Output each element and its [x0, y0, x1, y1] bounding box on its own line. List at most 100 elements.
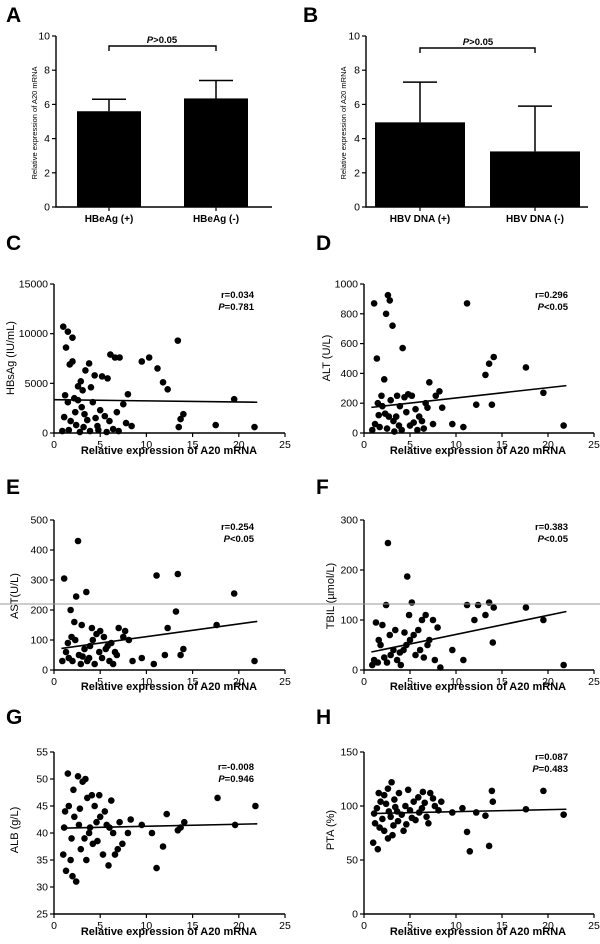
panel-f-ytick-label-0: 0 [352, 665, 358, 677]
panel-e-point-28 [91, 661, 98, 668]
panel-h-ytick-label-0: 0 [352, 909, 358, 921]
panel-f-point-21 [422, 612, 429, 619]
panel-c-ytick-label-1: 5000 [25, 378, 49, 390]
panel-d-point-46 [449, 421, 456, 428]
panel-g-point-43 [232, 822, 239, 829]
panel-d-point-0 [371, 300, 378, 307]
panel-e-point-3 [83, 589, 90, 596]
panel-d-point-34 [387, 397, 394, 404]
panel-d-point-7 [399, 345, 406, 352]
panel-h-point-24 [370, 839, 377, 846]
panel-h-xtick-label-1: 5 [407, 920, 413, 932]
panel-f-point-10 [369, 662, 376, 669]
panel-h-point-45 [560, 811, 567, 818]
panel-f-xtick-label-2: 10 [450, 676, 462, 688]
panel-d-point-41 [489, 401, 496, 408]
panel-e-point-9 [59, 658, 66, 665]
panel-e-point-26 [114, 652, 121, 659]
panel-h-axes [364, 752, 594, 914]
panel-f-point-23 [430, 617, 437, 624]
panel-h-point-44 [540, 788, 547, 795]
panel-g-xtick-label-0: 0 [51, 920, 57, 932]
panel-d-point-47 [439, 404, 446, 411]
panel-f-point-30 [406, 612, 413, 619]
panel-h-point-49 [383, 801, 390, 808]
panel-c-point-42 [146, 354, 153, 361]
panel-d-p-value: P<0.05 [538, 302, 569, 313]
panel-g-p-number: =0.946 [225, 774, 254, 785]
panel-g-ytick-label-1: 30 [36, 882, 48, 894]
panel-e-xtick-label-0: 0 [51, 676, 57, 688]
panel-f-point-24 [434, 624, 441, 631]
panel-e-point-23 [126, 637, 133, 644]
panel-g-y-label: ALB (g/L) [9, 807, 21, 853]
panel-c-point-15 [80, 424, 87, 431]
panel-f-point-14 [398, 662, 405, 669]
panel-e-point-34 [175, 571, 182, 578]
panel-h-point-18 [415, 794, 422, 801]
panel-a-bar-0 [77, 111, 141, 207]
panel-g-x-label: Relative expression of A20 mRNA [81, 926, 257, 938]
panel-d-x-label: Relative expression of A20 mRNA [390, 445, 566, 457]
panel-d-point-30 [421, 425, 428, 432]
panel-a-significance-value: >0.05 [153, 35, 178, 46]
panel-f-point-4 [379, 622, 386, 629]
panel-f-point-27 [424, 642, 431, 649]
panel-a-ytick-label-0: 0 [44, 202, 50, 214]
panel-g-point-17 [81, 835, 88, 842]
panel-e-ytick-label-5: 500 [30, 515, 48, 527]
panel-g-point-51 [94, 838, 101, 845]
panel-d-point-44 [560, 422, 567, 429]
panel-letter-d: D [316, 232, 331, 255]
panel-e-point-27 [122, 628, 129, 635]
panel-h-p-number: =0.483 [539, 764, 568, 775]
panel-b-bar-1 [490, 151, 580, 207]
panel-c-point-9 [61, 414, 68, 421]
panel-e-point-41 [150, 661, 157, 668]
panel-g-point-13 [63, 868, 70, 875]
panel-h-point-38 [473, 809, 480, 816]
panel-h-xtick-label-0: 0 [361, 920, 367, 932]
panel-g-r-value: r=-0.008 [218, 762, 254, 773]
panel-e-point-48 [110, 661, 117, 668]
panel-d-point-42 [523, 364, 530, 371]
panel-h-point-10 [381, 828, 388, 835]
panel-h-r-value: r=0.087 [535, 752, 568, 763]
panel-d-point-5 [389, 322, 396, 329]
panel-h-point-34 [405, 787, 412, 794]
panel-f-xtick-label-4: 20 [542, 676, 554, 688]
panel-g-point-48 [69, 873, 76, 880]
panel-h-point-51 [412, 817, 419, 824]
panel-e-point-4 [67, 607, 74, 614]
panel-d-point-39 [486, 360, 493, 367]
panel-f-xtick-label-0: 0 [361, 676, 367, 688]
figure-canvas: A Relative expression of A20 mRNA 024681… [0, 0, 600, 944]
panel-h-ytick-label-3: 150 [340, 747, 358, 759]
panel-g-point-35 [68, 835, 75, 842]
panel-h-point-47 [449, 809, 456, 816]
panel-h-point-1 [374, 805, 381, 812]
panel-d-r-value: r=0.296 [535, 290, 568, 301]
panel-e-point-7 [63, 649, 70, 656]
panel-g-ytick-label-6: 55 [36, 747, 48, 759]
panel-c-point-4 [62, 392, 69, 399]
panel-e-point-39 [231, 590, 238, 597]
panel-d-point-3 [386, 297, 393, 304]
panel-f-point-35 [475, 602, 482, 609]
panel-h-point-6 [391, 796, 398, 803]
panel-c-point-56 [94, 423, 101, 430]
panel-a: A Relative expression of A20 mRNA 0 2 4 6 8 1… [6, 4, 272, 225]
panel-g-point-52 [103, 822, 110, 829]
panel-h: H PTA (%) Relative expression of A20 mRN… [316, 706, 600, 938]
panel-d-xtick-label-2: 10 [450, 439, 462, 451]
panel-e-point-50 [162, 652, 169, 659]
panel-f-point-6 [386, 632, 393, 639]
panel-c-point-18 [90, 399, 97, 406]
panel-g-point-0 [65, 770, 72, 777]
panel-d-point-21 [412, 406, 419, 413]
panel-d-point-38 [482, 372, 489, 379]
panel-f-fit-line [371, 612, 566, 653]
panel-g-point-20 [93, 819, 100, 826]
panel-d-p-number: <0.05 [544, 302, 569, 313]
panel-d-point-6 [381, 376, 388, 383]
